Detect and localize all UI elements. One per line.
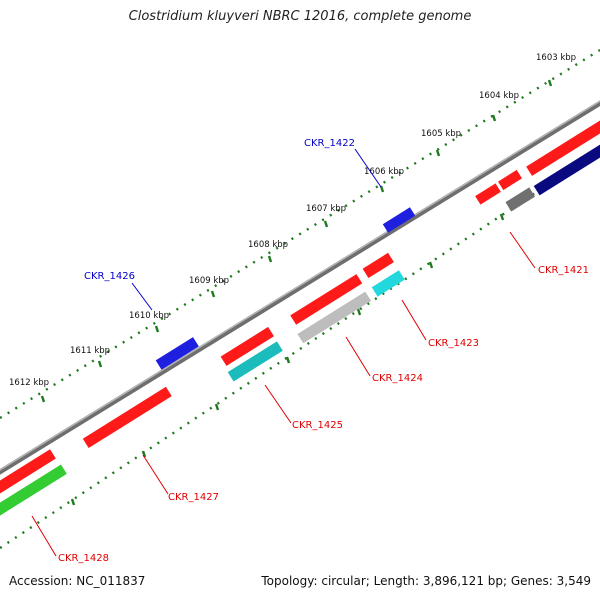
gene-label-ckr1424: CKR_1424 [372, 373, 423, 384]
gene-block-ckr1422 [382, 207, 416, 233]
gene-block-ckr1424 [290, 274, 363, 325]
gene-block-ckr1428 [0, 449, 56, 496]
feature-trna-cyan [371, 270, 405, 297]
tick-label-1604: 1604 kbp [479, 91, 519, 101]
feature-misc-grey [297, 291, 372, 344]
map-title: Clostridium kluyveri NBRC 12016, complet… [128, 9, 472, 24]
feature-rrna-green [0, 464, 67, 519]
gene-label-ckr1425: CKR_1425 [292, 420, 343, 431]
gene-block-ckr1423 [362, 252, 394, 279]
genome-summary: Topology: circular; Length: 3,896,121 bp… [261, 574, 591, 588]
tick-label-1603: 1603 kbp [536, 53, 576, 63]
features [0, 118, 600, 519]
accession-label: Accession: NC_011837 [9, 574, 146, 588]
tick-label-1606: 1606 kbp [364, 167, 404, 177]
tick-label-1607: 1607 kbp [306, 204, 346, 214]
leader-lines [31, 148, 536, 557]
tick-label-1611: 1611 kbp [70, 346, 110, 356]
gene-label-ckr1426: CKR_1426 [84, 271, 135, 282]
gene-block-ckr1421-b [498, 169, 522, 191]
inner-scale-ring [0, 149, 600, 549]
gene-block-ckr1421-c [526, 118, 600, 176]
tick-label-1609: 1609 kbp [189, 276, 229, 286]
gene-label-ckr1423: CKR_1423 [428, 338, 479, 349]
tick-label-1612: 1612 kbp [9, 378, 49, 388]
gene-block-ckr1425 [220, 326, 274, 366]
tick-label-1610: 1610 kbp [129, 311, 169, 321]
gene-label-ckr1421: CKR_1421 [538, 265, 589, 276]
gene-block-ckr1426 [155, 337, 199, 370]
gene-label-ckr1422: CKR_1422 [304, 138, 355, 149]
outer-scale-ring [0, 48, 600, 420]
major-ticks [40, 79, 553, 403]
tick-label-1608: 1608 kbp [248, 240, 288, 250]
gene-block-ckr1421-a [475, 183, 501, 205]
tick-labels: 1603 kbp 1604 kbp 1605 kbp 1606 kbp 1607… [9, 53, 576, 388]
feature-trna-teal [227, 341, 283, 382]
gene-labels: CKR_1421 CKR_1422 CKR_1423 CKR_1424 CKR_… [58, 138, 589, 564]
gene-label-ckr1427: CKR_1427 [168, 492, 219, 503]
inner-major-ticks [70, 165, 576, 506]
feature-navy [533, 141, 600, 196]
genome-backbone [0, 100, 600, 475]
feature-pseudo-grey [505, 187, 536, 212]
gene-label-ckr1428: CKR_1428 [58, 553, 109, 564]
tick-label-1605: 1605 kbp [421, 129, 461, 139]
gene-block-ckr1427 [82, 386, 172, 449]
